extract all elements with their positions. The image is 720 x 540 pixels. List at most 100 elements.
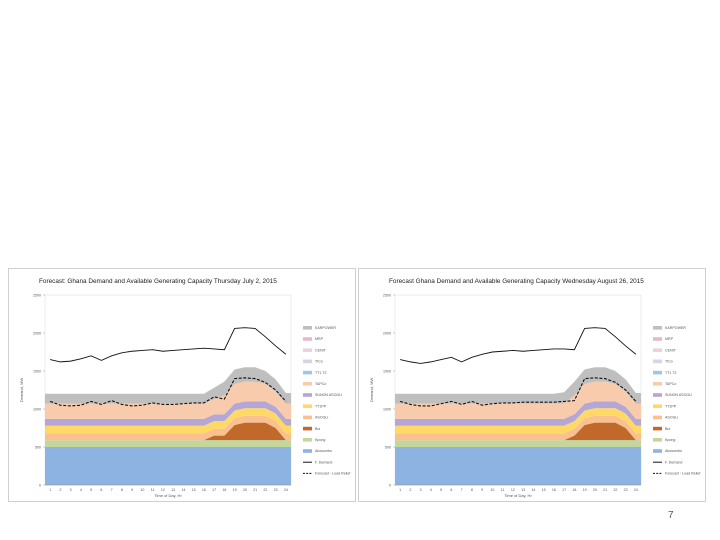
y-tick-label: 1000	[33, 407, 41, 411]
legend-label: MRP	[315, 337, 324, 341]
line-demand	[400, 327, 637, 364]
legend-label: TICo	[665, 360, 673, 364]
legend-label: Akosombo	[315, 449, 332, 453]
area-karpower	[45, 367, 291, 404]
x-tick-label: 24	[634, 488, 638, 492]
y-tick-label: 500	[35, 445, 41, 449]
area-tt1pp	[45, 408, 291, 434]
legend-swatch	[653, 326, 662, 330]
x-tick-label: 15	[542, 488, 546, 492]
legend-swatch	[653, 382, 662, 386]
chart-thursday-july-2: Forecast: Ghana Demand and Available Gen…	[19, 278, 350, 498]
x-tick-label: 8	[121, 488, 123, 492]
legend-label: KARPOWER	[315, 326, 336, 330]
legend-label: Kpong	[665, 438, 675, 442]
area-karpower	[395, 367, 641, 404]
line-load-relief	[399, 377, 637, 407]
area-sunon-asogli	[395, 401, 641, 426]
legend-label: CENIT	[315, 348, 327, 352]
x-tick-label: 10	[140, 488, 144, 492]
x-tick-label: 8	[471, 488, 473, 492]
legend-swatch	[303, 359, 312, 364]
x-axis-label: Time of Day, Hr	[154, 493, 182, 498]
legend-swatch	[303, 337, 312, 341]
legend-swatch	[653, 348, 662, 352]
x-tick-label: 4	[430, 488, 432, 492]
chart-panel-left: Forecast: Ghana Demand and Available Gen…	[8, 268, 356, 502]
area-akosombo	[395, 447, 641, 485]
x-tick-label: 9	[481, 488, 483, 492]
chart-title: Forecast: Ghana Demand and Available Gen…	[39, 278, 277, 285]
x-tick-label: 20	[243, 488, 247, 492]
area-asogli	[395, 415, 641, 441]
x-tick-label: 14	[181, 488, 185, 492]
legend-label: Forecast - Load Relief	[315, 472, 350, 476]
legend-swatch	[303, 370, 312, 375]
y-axis-label: Demand, MW	[19, 378, 24, 403]
area-asogli	[45, 415, 291, 441]
legend-swatch	[303, 348, 312, 352]
area-tt1pp	[395, 408, 641, 434]
x-tick-label: 1	[399, 488, 401, 492]
area-bui	[395, 422, 641, 441]
x-tick-label: 17	[212, 488, 216, 492]
legend-label: ASOGLI	[665, 416, 678, 420]
legend-label: F. Demand	[665, 460, 682, 464]
legend-label: MRP	[665, 337, 674, 341]
x-axis-label: Time of Day, Hr	[504, 493, 532, 498]
x-tick-label: 12	[161, 488, 165, 492]
x-tick-label: 12	[511, 488, 515, 492]
x-tick-label: 22	[263, 488, 267, 492]
legend-label: Bui	[665, 427, 670, 431]
y-axis-label: Demand, MW	[369, 378, 374, 403]
legend-label: TT1PP	[665, 404, 677, 408]
y-tick-label: 1500	[383, 369, 391, 373]
area-kpong	[395, 440, 641, 447]
x-tick-label: 4	[80, 488, 82, 492]
x-tick-label: 24	[284, 488, 288, 492]
legend-label: TT1 T2	[665, 371, 677, 375]
legend-swatch	[653, 438, 662, 442]
y-tick-label: 0	[39, 483, 41, 487]
legend-label: Akosombo	[665, 449, 682, 453]
x-tick-label: 7	[461, 488, 463, 492]
x-tick-label: 3	[70, 488, 72, 492]
x-tick-label: 7	[111, 488, 113, 492]
x-tick-label: 21	[253, 488, 257, 492]
legend-swatch	[653, 370, 662, 375]
legend-swatch	[303, 393, 312, 397]
area-tapco	[45, 381, 291, 419]
legend-label: SUNON ASOGLI	[665, 393, 692, 397]
legend-swatch	[303, 415, 312, 420]
area-sunon-asogli	[45, 401, 291, 426]
x-tick-label: 13	[521, 488, 525, 492]
x-tick-label: 23	[624, 488, 628, 492]
legend-swatch	[653, 415, 662, 420]
y-tick-label: 2000	[33, 331, 41, 335]
legend-swatch	[303, 438, 312, 442]
x-tick-label: 2	[59, 488, 61, 492]
x-tick-label: 1	[49, 488, 51, 492]
legend-label: TAPCo	[315, 382, 326, 386]
legend-label: Bui	[315, 427, 320, 431]
chart-title: Forecast Ghana Demand and Available Gene…	[389, 278, 644, 285]
x-tick-label: 18	[222, 488, 226, 492]
x-tick-label: 14	[531, 488, 535, 492]
legend-label: F. Demand	[315, 460, 332, 464]
legend-label: SUNON ASOGLI	[315, 393, 342, 397]
x-tick-label: 10	[490, 488, 494, 492]
area-tapco	[395, 381, 641, 419]
legend-swatch	[303, 382, 312, 386]
x-tick-label: 16	[202, 488, 206, 492]
x-tick-label: 2	[409, 488, 411, 492]
y-tick-label: 1500	[33, 369, 41, 373]
legend-label: KARPOWER	[665, 326, 686, 330]
area-akosombo	[45, 447, 291, 485]
legend-swatch	[653, 337, 662, 341]
legend-label: ASOGLI	[315, 416, 328, 420]
x-tick-label: 6	[450, 488, 452, 492]
page-number: 7	[668, 510, 674, 521]
chart-panel-right: Forecast Ghana Demand and Available Gene…	[358, 268, 706, 502]
x-tick-label: 6	[100, 488, 102, 492]
x-tick-label: 16	[552, 488, 556, 492]
